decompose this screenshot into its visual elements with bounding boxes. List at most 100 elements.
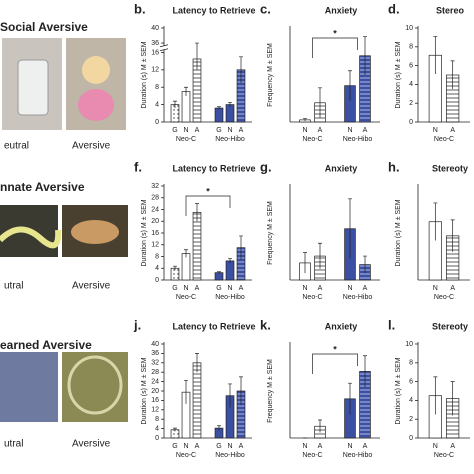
bar	[181, 91, 191, 123]
group-label: Neo-Hibo	[343, 136, 373, 143]
photo-snake	[71, 220, 119, 244]
error-bar	[184, 249, 188, 258]
error-bar	[228, 383, 232, 408]
x-tick-label: N	[347, 285, 352, 292]
y-tick-label: 24	[151, 378, 159, 385]
chart-title: Stereo	[436, 5, 465, 15]
y-axis-label: Duration (s) M ± SEM	[395, 357, 402, 424]
group-label: Neo-Hibo	[215, 294, 245, 301]
axis-break	[159, 48, 169, 52]
panel-label: h.	[388, 159, 400, 174]
x-tick-label: A	[239, 285, 244, 292]
y-tick-label: 8	[155, 253, 159, 260]
error-bar	[173, 100, 177, 109]
chart-title: Anxiety	[325, 321, 358, 331]
bar	[192, 362, 202, 439]
chart-title: Stereoty	[432, 321, 468, 331]
x-tick-label: N	[227, 127, 232, 134]
x-tick-label: A	[363, 127, 368, 134]
x-tick-label: A	[239, 127, 244, 134]
group-label: Neo-C	[434, 452, 454, 459]
error-bar	[217, 425, 221, 431]
bar	[214, 272, 224, 281]
significance-mark: *	[333, 344, 337, 354]
group-label: Neo-Hibo	[215, 136, 245, 143]
error-bar	[173, 427, 177, 432]
y-tick-label: 20	[151, 388, 159, 395]
row-label: earned Aversive	[0, 338, 92, 352]
y-tick-label: 2	[409, 416, 413, 423]
x-tick-label: A	[318, 285, 323, 292]
bar	[225, 260, 235, 281]
y-tick-label: 16	[151, 397, 159, 404]
x-tick-label: N	[227, 285, 232, 292]
error-bar	[348, 70, 352, 101]
photo-snake	[0, 226, 62, 249]
photo	[0, 352, 58, 422]
x-tick-label: G	[216, 285, 221, 292]
y-axis-label: Duration (s) M ± SEM	[141, 199, 148, 266]
x-tick-label: A	[195, 443, 200, 450]
panel-label: b.	[134, 1, 146, 16]
error-bar	[239, 235, 243, 260]
y-tick-label: 36	[151, 350, 159, 357]
y-tick-label: 4	[409, 397, 413, 404]
y-tick-label: 0	[155, 435, 159, 442]
error-bar	[217, 271, 221, 274]
group-label: Neo-Hibo	[343, 294, 373, 301]
y-tick-label: 4	[155, 265, 159, 272]
panel-label: c.	[260, 1, 271, 16]
error-bar	[195, 353, 199, 373]
y-tick-label: 24	[151, 206, 159, 213]
y-tick-label: 16	[151, 230, 159, 237]
y-axis-label: Duration (s) M ± SEM	[141, 357, 148, 424]
error-bar	[363, 36, 367, 75]
y-tick-label: 8	[155, 84, 159, 91]
error-bar	[433, 36, 438, 75]
y-tick-label: 40	[151, 25, 159, 32]
x-tick-label: A	[450, 285, 455, 292]
y-tick-label: 2	[409, 100, 413, 107]
group-label: Neo-C	[176, 136, 196, 143]
error-bar	[303, 252, 307, 274]
x-tick-label: N	[227, 443, 232, 450]
x-tick-label: N	[433, 127, 438, 134]
y-tick-label: 6	[409, 62, 413, 69]
x-tick-label: N	[183, 443, 188, 450]
y-axis-label: Frequency M ± SEM	[267, 201, 274, 265]
photo-bottle	[17, 59, 49, 116]
error-bar	[318, 419, 322, 433]
error-bar	[318, 242, 322, 269]
panel-label: l.	[388, 317, 395, 332]
y-tick-label: 10	[405, 25, 413, 32]
y-tick-label: 0	[155, 277, 159, 284]
group-label: Neo-Hibo	[215, 452, 245, 459]
error-bar	[433, 376, 438, 415]
chart-title: Latency to Retrieve	[172, 163, 255, 173]
photo-doll	[82, 56, 110, 84]
axis-break	[159, 44, 169, 48]
y-axis-label: Frequency M ± SEM	[267, 43, 274, 107]
panel-label: j.	[133, 317, 141, 332]
chart-title: Anxiety	[325, 5, 358, 15]
x-tick-label: N	[302, 285, 307, 292]
x-tick-label: N	[302, 443, 307, 450]
x-tick-label: N	[347, 443, 352, 450]
photo-caption: eutral	[4, 141, 29, 152]
x-tick-label: G	[216, 127, 221, 134]
error-bar	[433, 202, 438, 241]
error-bar	[348, 198, 352, 259]
error-bar	[228, 102, 232, 107]
y-tick-label: 40	[151, 341, 159, 348]
axis-break	[160, 45, 168, 50]
group-label: Neo-C	[176, 294, 196, 301]
group-label: Neo-C	[302, 294, 322, 301]
x-tick-label: A	[363, 443, 368, 450]
y-tick-label: 10	[405, 341, 413, 348]
panel-label: g.	[260, 159, 272, 174]
x-tick-label: A	[195, 285, 200, 292]
photo-caption: utral	[4, 281, 23, 292]
x-tick-label: A	[363, 285, 368, 292]
y-tick-label: 32	[151, 183, 159, 190]
